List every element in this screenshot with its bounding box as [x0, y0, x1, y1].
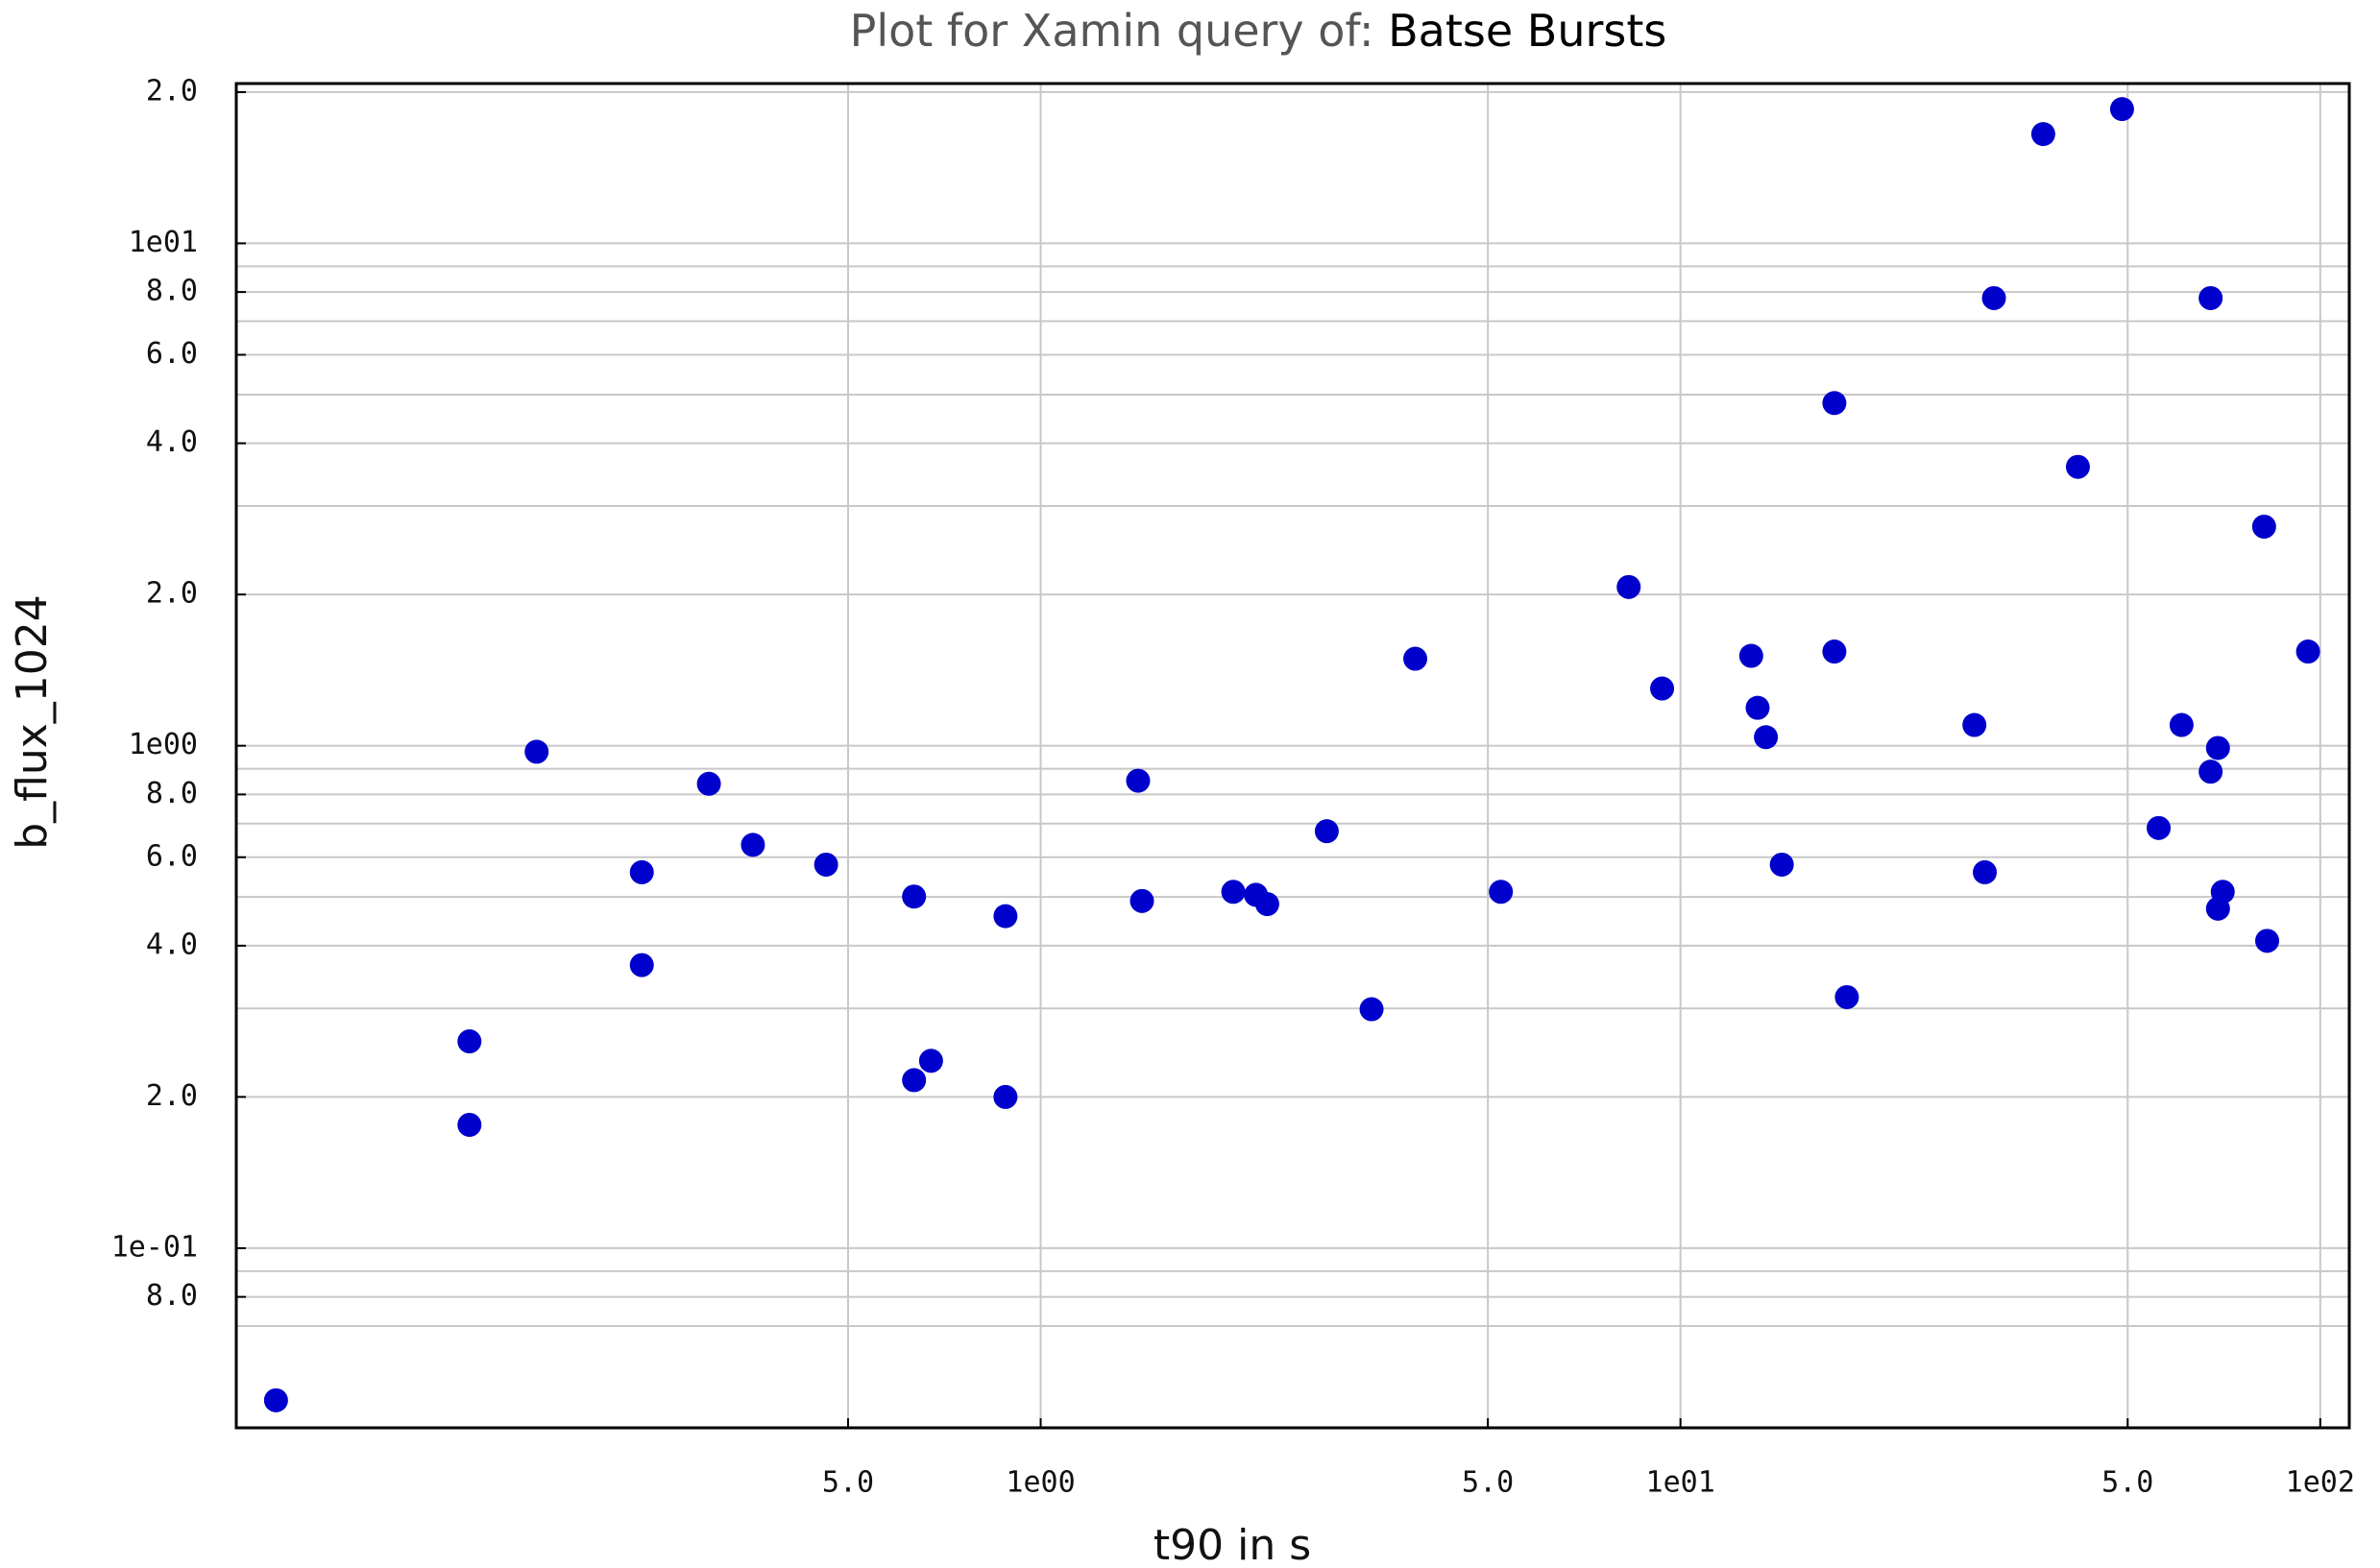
- plot-frame: [234, 82, 2351, 1430]
- y-tick-label: 2.0: [146, 74, 198, 108]
- y-tick-label: 6.0: [146, 337, 198, 371]
- chart-title: Plot for Xamin query of: Batse Bursts: [850, 5, 1667, 57]
- point: [1126, 768, 1151, 793]
- point: [2255, 929, 2280, 953]
- point: [993, 904, 1018, 929]
- point: [2030, 122, 2055, 147]
- y-tick-label: 8.0: [146, 1279, 198, 1313]
- point: [1962, 712, 1987, 737]
- point: [2109, 97, 2134, 122]
- point: [1738, 643, 1763, 668]
- point: [918, 1049, 943, 1073]
- point: [993, 1084, 1018, 1109]
- point: [1822, 639, 1847, 664]
- point: [1616, 574, 1641, 599]
- point: [1650, 676, 1675, 701]
- y-tick-label: 2.0: [146, 577, 198, 611]
- x-tick-label: 1e00: [1006, 1466, 1075, 1500]
- y-tick-label: 4.0: [146, 425, 198, 459]
- point: [2198, 760, 2223, 784]
- point: [1129, 888, 1154, 913]
- point: [524, 739, 549, 764]
- y-tick-label: 8.0: [146, 275, 198, 308]
- y-tick-label: 1e-01: [111, 1230, 198, 1264]
- point: [2198, 285, 2223, 310]
- point: [696, 771, 721, 796]
- point: [2169, 712, 2194, 737]
- x-tick-label: 5.0: [822, 1466, 874, 1500]
- point: [1403, 646, 1428, 671]
- point: [814, 852, 838, 877]
- x-tick-label: 5.0: [2101, 1466, 2153, 1500]
- point: [1489, 880, 1514, 905]
- point: [457, 1029, 482, 1054]
- point: [2065, 454, 2090, 479]
- point: [1314, 819, 1339, 844]
- x-tick-label: 1e01: [1646, 1466, 1715, 1500]
- point: [902, 884, 927, 909]
- point: [263, 1387, 288, 1412]
- y-tick-label: 8.0: [146, 777, 198, 810]
- point: [2210, 880, 2235, 905]
- point: [1745, 695, 1770, 720]
- point: [1359, 997, 1384, 1022]
- point: [2295, 639, 2320, 664]
- point: [741, 832, 765, 857]
- point: [629, 859, 654, 884]
- y-tick-label: 1e01: [129, 226, 198, 259]
- title-prefix: Plot for Xamin query of:: [850, 5, 1374, 57]
- point: [1254, 892, 1279, 917]
- x-tick-label: 5.0: [1462, 1466, 1514, 1500]
- y-tick-label: 2.0: [146, 1079, 198, 1113]
- point: [902, 1068, 927, 1093]
- point: [629, 953, 654, 977]
- point: [1834, 984, 1859, 1009]
- x-tick-label: 1e02: [2286, 1466, 2355, 1500]
- x-axis-label: t90 in s: [1154, 1521, 1311, 1568]
- y-tick-label: 4.0: [146, 928, 198, 961]
- point: [2251, 514, 2276, 539]
- y-tick-label: 1e00: [129, 728, 198, 761]
- point: [2205, 736, 2230, 760]
- point: [457, 1112, 482, 1137]
- point: [2147, 815, 2172, 840]
- title-main: Batse Bursts: [1388, 5, 1666, 57]
- y-tick-label: 6.0: [146, 839, 198, 873]
- point: [1221, 880, 1246, 905]
- point: [1754, 725, 1779, 750]
- y-axis-label: b_flux_1024: [8, 594, 57, 850]
- point: [1769, 852, 1794, 877]
- point: [1973, 859, 1998, 884]
- point: [1822, 391, 1847, 416]
- point: [1981, 285, 2006, 310]
